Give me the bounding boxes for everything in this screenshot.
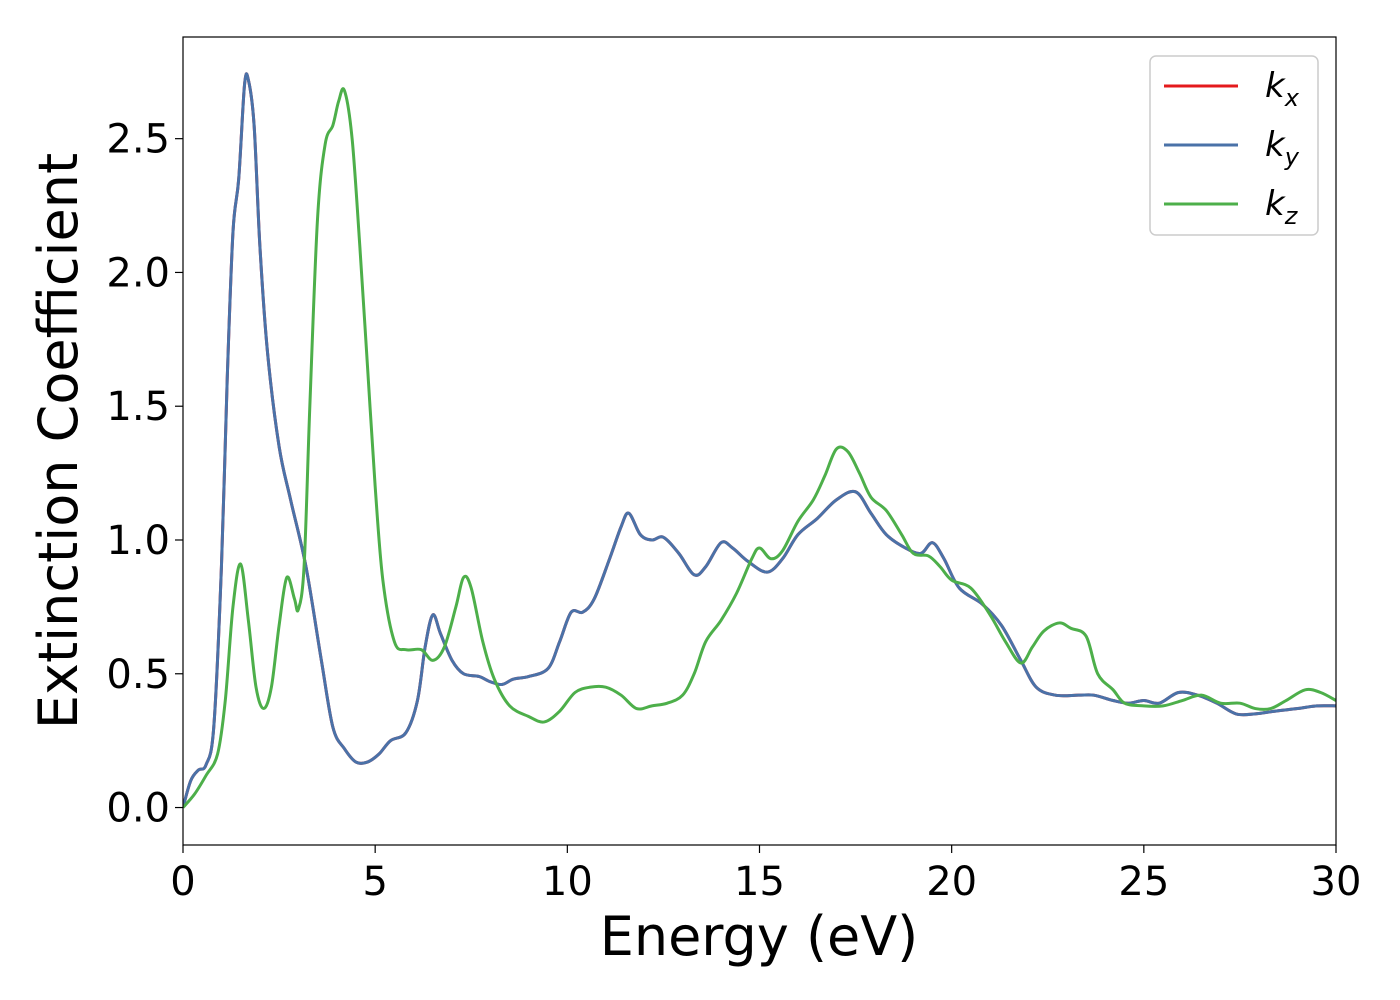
y-tick-label: 1.5 <box>106 384 170 430</box>
x-axis-title: Energy (eV) <box>600 905 919 968</box>
x-tick-label: 20 <box>926 859 977 905</box>
y-axis-title: Extinction Coefficient <box>27 153 90 729</box>
legend-label-base: k <box>1265 184 1286 224</box>
legend-label-y: ky <box>1265 125 1300 171</box>
series-layer <box>183 72 1336 809</box>
x-tick-label: 5 <box>362 859 387 905</box>
y-tick-label: 2.5 <box>106 117 170 163</box>
x-tick-label: 30 <box>1311 859 1362 905</box>
legend-label-subscript: y <box>1284 143 1300 171</box>
x-tick-label: 15 <box>734 859 785 905</box>
legend-label-base: k <box>1265 125 1286 165</box>
y-tick-label: 0.0 <box>106 786 170 832</box>
legend-label-x: kx <box>1265 66 1300 112</box>
y-tick-label: 1.0 <box>106 518 170 564</box>
legend-label-subscript: x <box>1284 84 1300 112</box>
y-tick-label: 2.0 <box>106 250 170 296</box>
x-tick-label: 25 <box>1118 859 1169 905</box>
y-tick-label: 0.5 <box>106 652 170 698</box>
ticks-layer: 0 5 10 15 20 25 30 0.0 0.5 1.0 1.5 2.0 2.5 <box>106 117 1361 905</box>
legend-label-subscript: z <box>1284 202 1299 230</box>
series-line-z <box>183 87 1336 809</box>
x-tick-label: 10 <box>542 859 593 905</box>
series-line-y <box>183 72 1336 808</box>
x-tick-label: 0 <box>170 859 195 905</box>
legend-label-base: k <box>1265 66 1286 106</box>
legend-label-z: kz <box>1265 184 1299 230</box>
